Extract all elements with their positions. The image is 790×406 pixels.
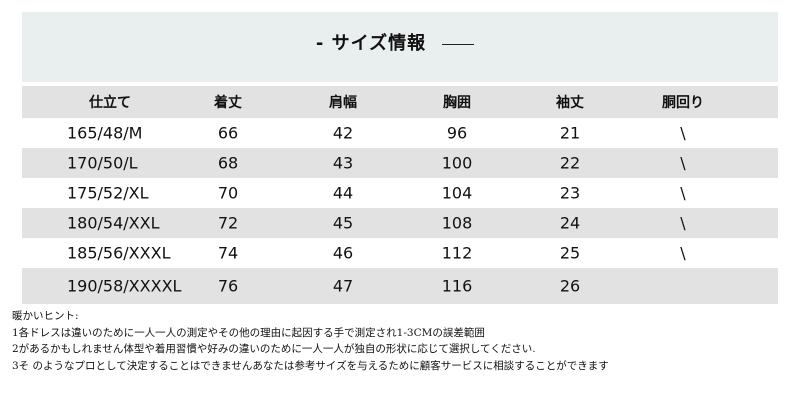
table-cell: 25 <box>559 243 581 263</box>
table-cell: 43 <box>332 153 354 173</box>
column-header: 肩幅 <box>329 95 357 111</box>
table-row: 175/52/XL 70 44 104 23 \ <box>22 178 778 208</box>
table-cell: \ <box>680 243 686 263</box>
table-cell: 190/58/XXXXL <box>67 276 182 296</box>
header-row: 仕立て 着丈 肩幅 胸囲 袖丈 胴回り <box>22 86 778 118</box>
note-line: 3そ のようなプロとして決定することはできませんあなたは参考サイズを与えるために… <box>12 359 609 372</box>
table-cell: 100 <box>441 153 473 173</box>
table-cell: 74 <box>217 243 239 263</box>
table-cell: 68 <box>217 153 239 173</box>
table-cell: \ <box>680 123 686 143</box>
table-cell: 42 <box>332 123 354 143</box>
title-band <box>22 12 778 82</box>
column-header: 着丈 <box>214 95 242 111</box>
table-cell: 170/50/L <box>67 153 138 173</box>
column-header: 胴回り <box>662 95 704 111</box>
column-header: 仕立て <box>89 95 131 111</box>
table-cell: 26 <box>559 276 581 296</box>
table-cell: 22 <box>559 153 581 173</box>
table-cell: 24 <box>559 213 581 233</box>
table-cell: 47 <box>332 276 354 296</box>
table-cell: 44 <box>332 183 354 203</box>
table-row: 185/56/XXXL 74 46 112 25 \ <box>22 238 778 268</box>
table-cell: 46 <box>332 243 354 263</box>
table-cell: \ <box>680 183 686 203</box>
table-cell: 180/54/XXL <box>67 213 160 233</box>
table-cell: 76 <box>217 276 239 296</box>
title-text: - サイズ情報 <box>315 33 427 54</box>
table-cell: 72 <box>217 213 239 233</box>
table-cell: 185/56/XXXL <box>67 243 171 263</box>
table-cell: \ <box>680 153 686 173</box>
table-cell: 23 <box>559 183 581 203</box>
table-cell: 108 <box>441 213 473 233</box>
table-row: 190/58/XXXXL 76 47 116 26 <box>22 268 778 304</box>
table-cell: 21 <box>559 123 581 143</box>
notes: 暖かいヒント: 1各ドレスは違いのために一人一人の測定やその他の理由に起因する手… <box>12 308 609 374</box>
column-header: 胸囲 <box>443 95 471 111</box>
title-dash <box>442 43 475 45</box>
table-cell: 175/52/XL <box>67 183 149 203</box>
table-cell: \ <box>680 213 686 233</box>
note-heading: 暖かいヒント: <box>12 310 79 322</box>
table-row: 180/54/XXL 72 45 108 24 \ <box>22 208 778 238</box>
page-title: - サイズ情報 <box>0 29 790 55</box>
table-cell: 165/48/M <box>67 123 143 143</box>
column-header: 袖丈 <box>556 95 584 111</box>
table-cell: 45 <box>332 213 354 233</box>
table-cell: 104 <box>441 183 473 203</box>
note-line: 1各ドレスは違いのために一人一人の測定やその他の理由に起因する手で測定され1-3… <box>12 326 485 339</box>
table-cell: 70 <box>217 183 239 203</box>
table-row: 170/50/L 68 43 100 22 \ <box>22 148 778 178</box>
table-cell: 112 <box>441 243 473 263</box>
table-row: 165/48/M 66 42 96 21 \ <box>22 118 778 148</box>
table-cell: 116 <box>441 276 473 296</box>
table-cell: 66 <box>217 123 239 143</box>
table-cell: 96 <box>446 123 468 143</box>
note-line: 2があるかもしれません体型や着用習慣や好みの違いのために一人一人が独自の形状に応… <box>12 343 536 355</box>
